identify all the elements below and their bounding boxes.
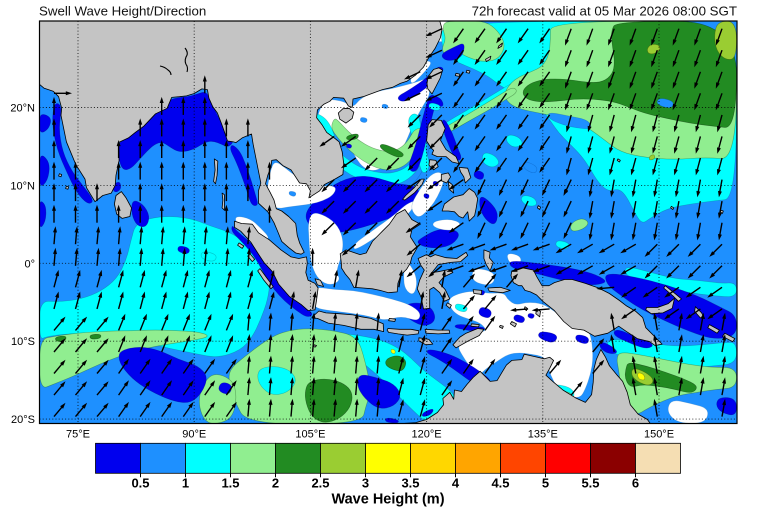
- svg-text:0°: 0°: [24, 258, 35, 270]
- svg-text:4: 4: [452, 476, 460, 491]
- svg-text:2: 2: [272, 476, 279, 491]
- svg-text:Wave Height (m): Wave Height (m): [331, 492, 444, 508]
- svg-text:3: 3: [362, 476, 369, 491]
- svg-text:75°E: 75°E: [66, 429, 90, 441]
- svg-text:10°N: 10°N: [10, 180, 35, 192]
- svg-text:3.5: 3.5: [401, 476, 419, 491]
- svg-text:135°E: 135°E: [528, 429, 558, 441]
- svg-text:5: 5: [542, 476, 549, 491]
- svg-text:105°E: 105°E: [295, 429, 325, 441]
- svg-text:0.5: 0.5: [131, 476, 149, 491]
- svg-text:1.5: 1.5: [221, 476, 239, 491]
- svg-text:1: 1: [182, 476, 189, 491]
- svg-text:6: 6: [632, 476, 639, 491]
- svg-text:4.5: 4.5: [491, 476, 509, 491]
- svg-text:Swell Wave Height/Direction: Swell Wave Height/Direction: [39, 4, 206, 19]
- svg-text:5.5: 5.5: [581, 476, 599, 491]
- svg-text:120°E: 120°E: [412, 429, 442, 441]
- svg-text:150°E: 150°E: [644, 429, 674, 441]
- svg-text:2.5: 2.5: [311, 476, 329, 491]
- svg-text:72h forecast valid at 05 Mar 2: 72h forecast valid at 05 Mar 2026 08:00 …: [472, 4, 737, 19]
- svg-text:10°S: 10°S: [11, 336, 35, 348]
- svg-text:90°E: 90°E: [182, 429, 206, 441]
- svg-text:20°N: 20°N: [10, 103, 35, 115]
- svg-text:20°S: 20°S: [11, 414, 35, 426]
